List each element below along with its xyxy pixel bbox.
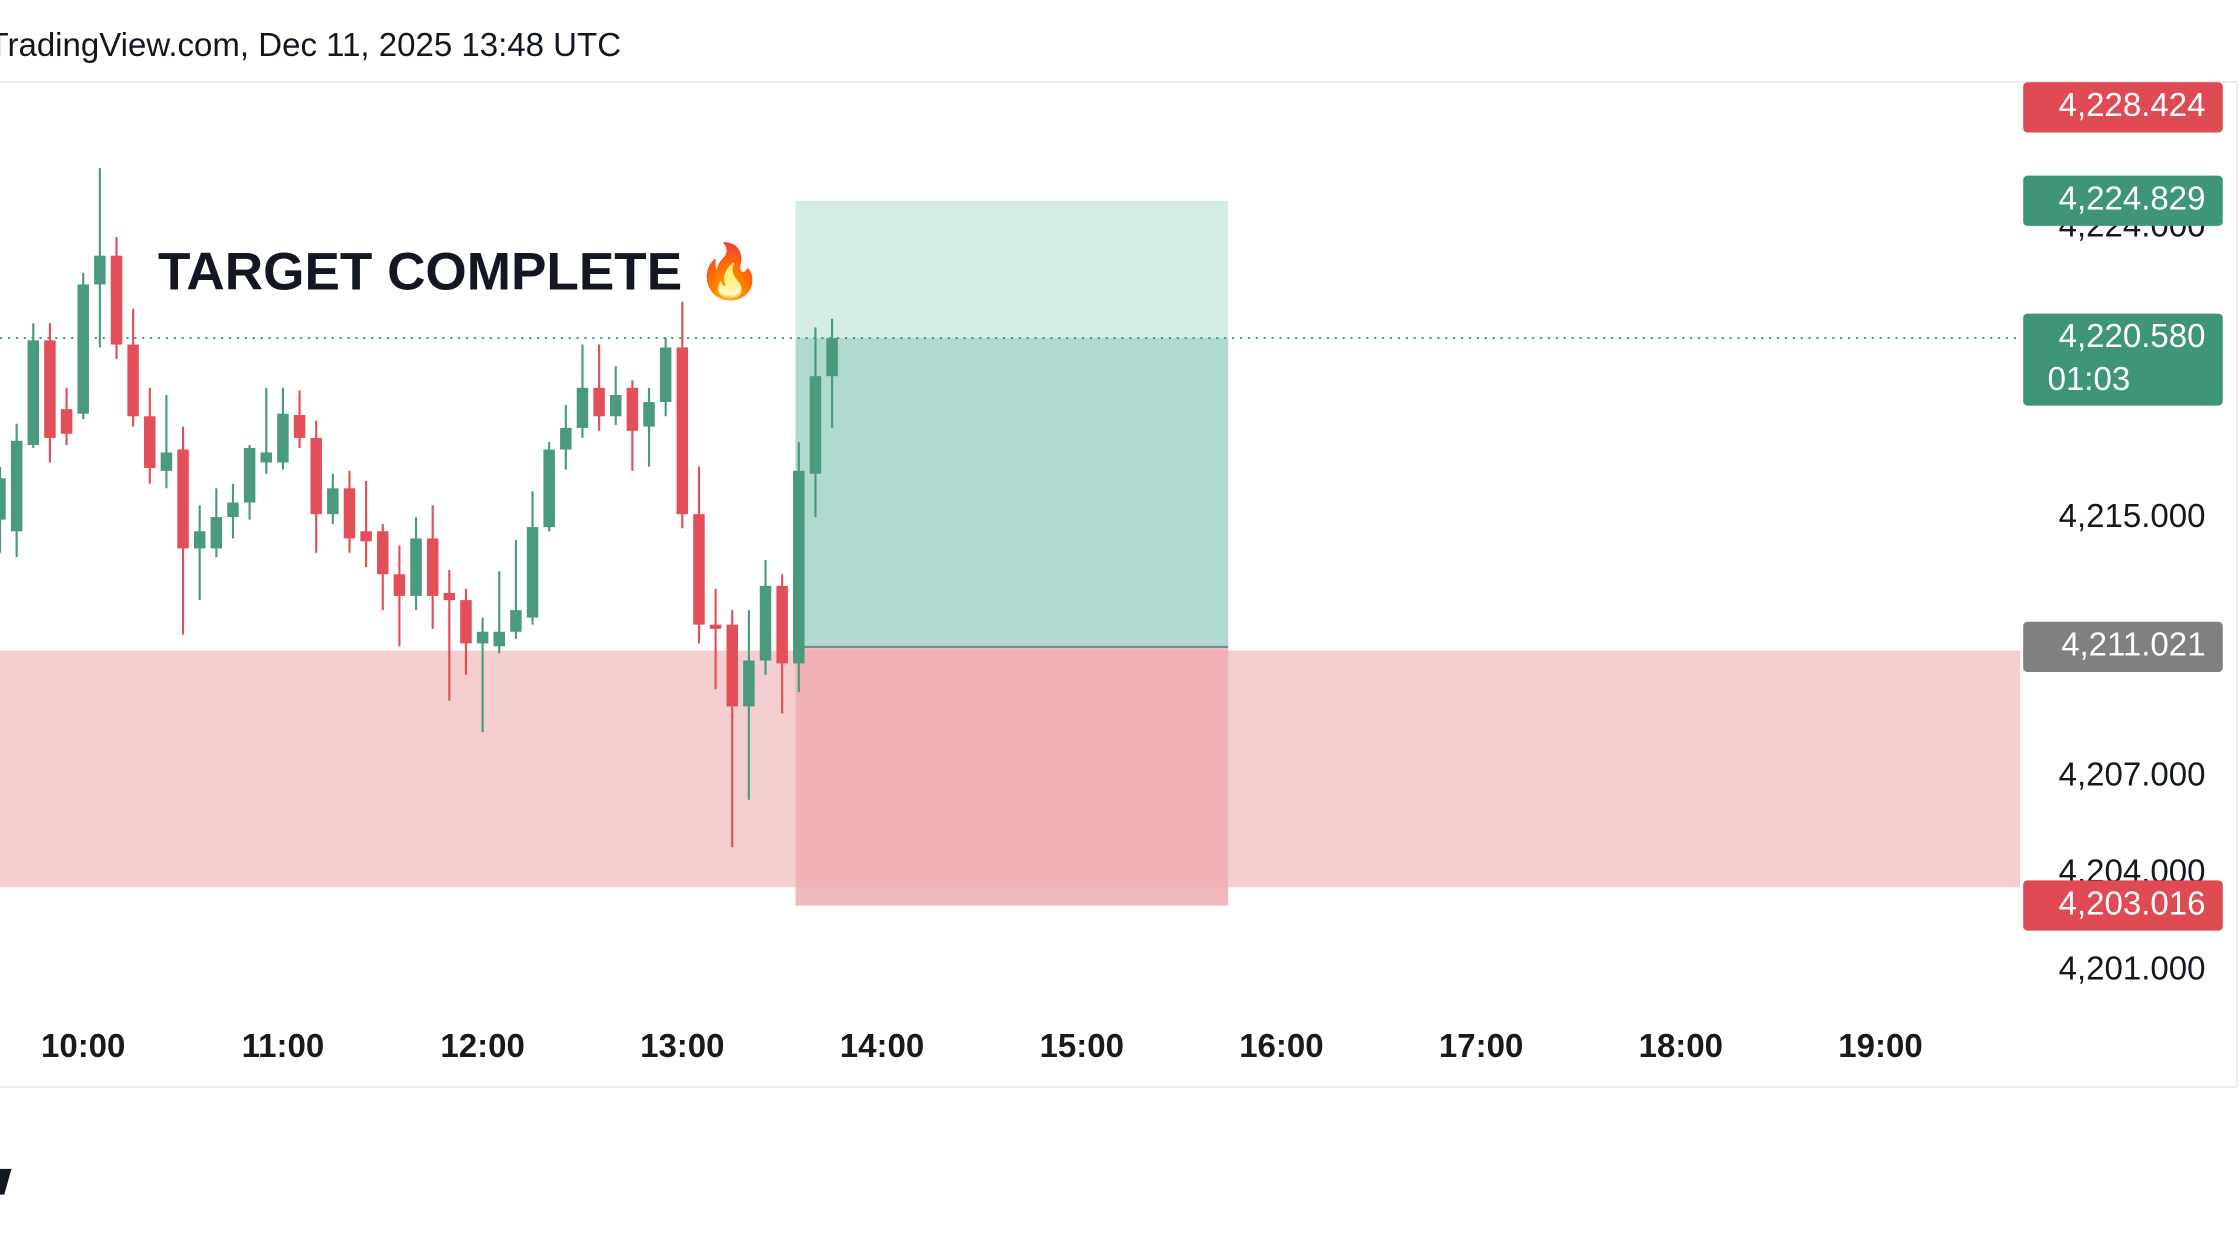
price-label-box — [2023, 175, 2223, 226]
x-tick-label: 17:00 — [1439, 1027, 1523, 1064]
x-tick-label: 15:00 — [1039, 1027, 1123, 1064]
candle-body — [826, 338, 838, 377]
y-tick-label: 4,215.000 — [2059, 497, 2206, 534]
source-header: TradingView.com, Dec 11, 2025 13:48 UTC — [0, 26, 621, 63]
candle-body — [543, 449, 555, 528]
candle-body — [460, 600, 472, 644]
candle-body — [510, 610, 522, 632]
y-tick-label: 4,201.000 — [2059, 949, 2206, 986]
candle-body — [177, 449, 189, 549]
candle-body — [493, 631, 505, 647]
candle-body — [94, 255, 106, 285]
candle-body — [277, 413, 289, 463]
candle-body — [426, 538, 439, 596]
candle-body — [659, 347, 672, 403]
x-tick-label: 12:00 — [440, 1027, 524, 1064]
x-tick-label: 16:00 — [1239, 1027, 1323, 1064]
x-tick-label: 10:00 — [41, 1027, 125, 1064]
x-tick-label: 18:00 — [1639, 1027, 1723, 1064]
candle-body — [243, 447, 256, 503]
candle-body — [693, 514, 705, 625]
candle-body — [160, 452, 173, 471]
candle-body — [193, 531, 206, 549]
price-countdown: 01:03 — [2048, 360, 2131, 397]
candle-body — [227, 502, 239, 518]
candle-body — [360, 531, 372, 542]
price-label-box — [2023, 82, 2223, 133]
price-label-box — [2023, 313, 2223, 406]
candle-body — [0, 478, 6, 520]
price-label: 4,203.016 — [2059, 884, 2206, 921]
price-label-box — [2023, 621, 2223, 673]
candle-body — [127, 344, 139, 417]
candle-body — [110, 255, 123, 345]
candle-body — [610, 394, 622, 417]
price-label: 4,220.580 — [2059, 317, 2206, 354]
candle-body — [60, 409, 73, 434]
candle-body — [726, 624, 738, 707]
candle-body — [443, 592, 456, 601]
x-tick-label: 14:00 — [840, 1027, 924, 1064]
logo-fragment — [0, 1168, 12, 1195]
annotation: TARGET COMPLETE 🔥 — [158, 241, 763, 302]
candle-body — [576, 387, 589, 428]
candle-body — [759, 585, 772, 661]
candle-body — [327, 488, 339, 515]
profit-area — [795, 338, 1229, 647]
candle-body — [343, 488, 356, 539]
candle-body — [526, 527, 539, 618]
candle-body — [293, 414, 306, 438]
candle-body — [776, 585, 788, 664]
candle-body — [793, 470, 805, 664]
price-label: 4,224.829 — [2059, 180, 2206, 217]
stop-area — [795, 646, 1229, 906]
price-label: 4,211.021 — [2061, 626, 2205, 663]
x-tick-label: 11:00 — [242, 1027, 325, 1064]
candle-body — [10, 440, 23, 532]
price-label-box — [2023, 880, 2223, 931]
candle-body — [393, 574, 406, 596]
candle-body — [260, 452, 273, 463]
candle-body — [593, 387, 605, 417]
candle-body — [643, 402, 655, 427]
candle-body — [77, 284, 89, 414]
x-tick-label: 13:00 — [640, 1027, 724, 1064]
candle-body — [626, 387, 639, 431]
candle-body — [144, 416, 156, 468]
price-label: 4,228.424 — [2059, 86, 2206, 123]
candle-body — [410, 538, 422, 596]
candle-body — [310, 437, 322, 515]
x-tick-label: 19:00 — [1838, 1027, 1922, 1064]
candle-body — [44, 340, 56, 438]
candle-body — [709, 624, 722, 629]
candle-body — [676, 347, 689, 515]
candle-body — [743, 660, 755, 707]
candle-body — [27, 340, 40, 446]
candle-body — [560, 427, 572, 450]
y-tick-label: 4,207.000 — [2059, 756, 2206, 793]
candle-body — [210, 517, 223, 549]
candle-body — [377, 531, 389, 575]
axes: 4,201.0004,204.0004,207.0004,215.0004,22… — [41, 82, 2223, 1064]
candle-body — [476, 631, 489, 644]
plot-area — [0, 168, 2021, 906]
candle-body — [809, 376, 822, 474]
